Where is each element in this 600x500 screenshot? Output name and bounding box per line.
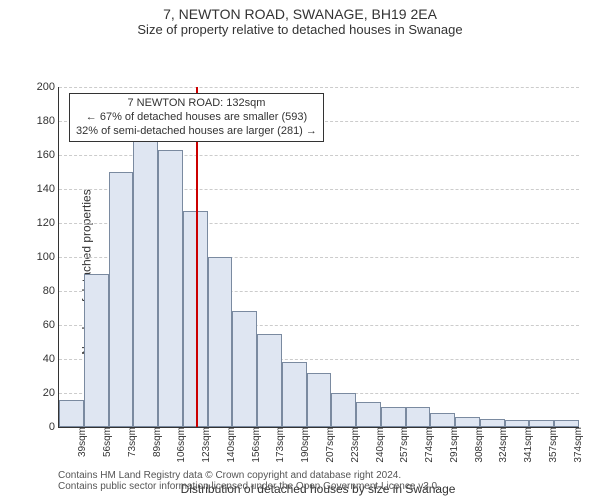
plot-area: 02040608010012014016018020039sqm56sqm73s…	[58, 87, 579, 428]
x-tick-label: 39sqm	[75, 427, 88, 457]
histogram-bar	[455, 417, 480, 427]
histogram-bar	[183, 211, 208, 427]
footer-line-1: Contains HM Land Registry data © Crown c…	[58, 470, 440, 481]
x-tick-label: 291sqm	[447, 427, 460, 463]
y-tick-label: 100	[37, 251, 59, 263]
y-tick-label: 160	[37, 149, 59, 161]
histogram-bar	[232, 311, 257, 427]
histogram-bar	[59, 400, 84, 427]
y-tick-label: 0	[49, 421, 59, 433]
footer-line-2: Contains public sector information licen…	[58, 481, 440, 492]
annotation-line-1: 7 NEWTON ROAD: 132sqm	[76, 97, 317, 111]
x-tick-label: 357sqm	[546, 427, 559, 463]
y-tick-label: 200	[37, 81, 59, 93]
x-tick-label: 89sqm	[150, 427, 163, 457]
y-tick-label: 140	[37, 183, 59, 195]
histogram-bar	[529, 420, 554, 427]
x-tick-label: 223sqm	[348, 427, 361, 463]
histogram-bar	[356, 402, 381, 428]
histogram-bar	[109, 172, 134, 427]
histogram-bar	[505, 420, 530, 427]
x-tick-label: 308sqm	[472, 427, 485, 463]
title-main: 7, NEWTON ROAD, SWANAGE, BH19 2EA	[0, 6, 600, 22]
x-tick-label: 240sqm	[373, 427, 386, 463]
y-tick-label: 40	[43, 353, 59, 365]
y-tick-label: 20	[43, 387, 59, 399]
histogram-bar	[84, 274, 109, 427]
histogram-bar	[430, 413, 455, 427]
x-tick-label: 140sqm	[224, 427, 237, 463]
histogram-bar	[282, 362, 307, 427]
histogram-bar	[381, 407, 406, 427]
title-sub: Size of property relative to detached ho…	[0, 22, 600, 37]
x-tick-label: 374sqm	[571, 427, 584, 463]
x-tick-label: 190sqm	[298, 427, 311, 463]
x-tick-label: 56sqm	[100, 427, 113, 457]
histogram-bar	[208, 257, 233, 427]
chart-wrap: Number of detached properties 0204060801…	[0, 37, 600, 500]
x-tick-label: 106sqm	[174, 427, 187, 463]
histogram-bar	[158, 150, 183, 427]
histogram-bar	[331, 393, 356, 427]
grid-line	[59, 87, 579, 88]
annotation-line-2: ← 67% of detached houses are smaller (59…	[76, 111, 317, 125]
x-tick-label: 341sqm	[521, 427, 534, 463]
x-tick-label: 257sqm	[397, 427, 410, 463]
histogram-bar	[554, 420, 579, 427]
x-tick-label: 173sqm	[273, 427, 286, 463]
footer: Contains HM Land Registry data © Crown c…	[58, 470, 440, 492]
y-tick-label: 80	[43, 285, 59, 297]
title-area: 7, NEWTON ROAD, SWANAGE, BH19 2EA Size o…	[0, 0, 600, 37]
annotation-box: 7 NEWTON ROAD: 132sqm← 67% of detached h…	[69, 93, 324, 142]
histogram-bar	[480, 419, 505, 428]
x-tick-label: 274sqm	[422, 427, 435, 463]
x-tick-label: 156sqm	[249, 427, 262, 463]
histogram-bar	[257, 334, 282, 428]
x-tick-label: 207sqm	[323, 427, 336, 463]
histogram-bar	[406, 407, 431, 427]
y-tick-label: 120	[37, 217, 59, 229]
x-tick-label: 123sqm	[199, 427, 212, 463]
x-tick-label: 324sqm	[496, 427, 509, 463]
y-tick-label: 180	[37, 115, 59, 127]
y-tick-label: 60	[43, 319, 59, 331]
histogram-bar	[307, 373, 332, 427]
histogram-bar	[133, 141, 158, 427]
annotation-line-3: 32% of semi-detached houses are larger (…	[76, 125, 317, 139]
x-tick-label: 73sqm	[125, 427, 138, 457]
